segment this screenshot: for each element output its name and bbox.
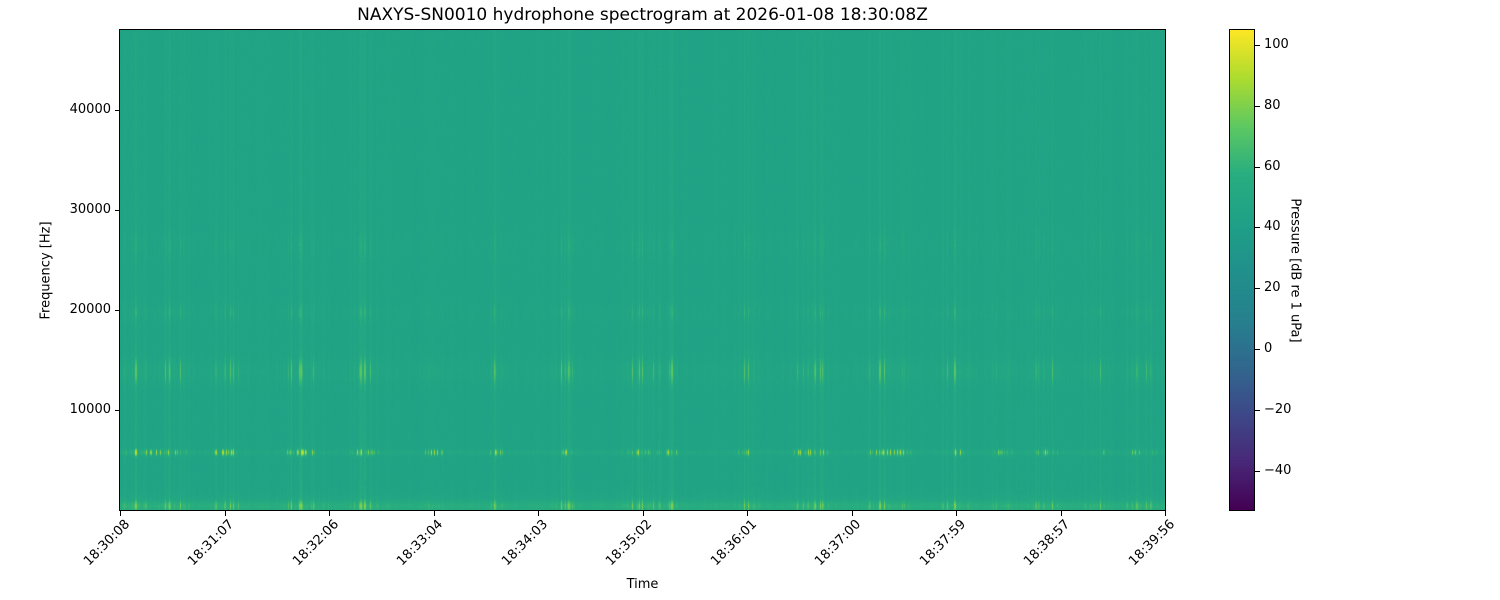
x-tick-label: 18:33:04 — [394, 517, 447, 569]
colorbar-tick-label: −40 — [1264, 462, 1292, 478]
x-tick-mark — [538, 511, 539, 516]
colorbar-tick-label: −20 — [1264, 401, 1292, 417]
x-tick-mark — [120, 511, 121, 516]
y-tick-label: 10000 — [69, 402, 111, 417]
spectrogram-plot-area — [119, 29, 1166, 511]
y-tick-label: 40000 — [69, 102, 111, 117]
x-tick-mark — [1165, 511, 1166, 516]
colorbar — [1229, 29, 1255, 511]
x-tick-label: 18:31:07 — [185, 517, 238, 569]
y-tick-mark — [115, 310, 120, 311]
x-tick-label: 18:34:03 — [498, 517, 551, 569]
colorbar-tick-label: 60 — [1264, 158, 1281, 174]
colorbar-tick-label: 100 — [1264, 37, 1289, 53]
x-tick-mark — [1060, 511, 1062, 516]
y-tick-label: 20000 — [69, 302, 111, 317]
x-tick-mark — [433, 511, 435, 516]
x-tick-label: 18:38:57 — [1021, 517, 1074, 569]
colorbar-label-wrap: Pressure [dB re 1 uPa] — [1284, 30, 1306, 510]
x-tick-label: 18:32:06 — [289, 517, 342, 569]
spectrogram-image — [120, 30, 1165, 510]
colorbar-tick-label: 20 — [1264, 280, 1281, 296]
colorbar-tick-mark — [1255, 166, 1260, 168]
x-tick-label: 18:39:56 — [1125, 517, 1178, 569]
colorbar-tick-mark — [1255, 470, 1260, 472]
x-tick-mark — [642, 511, 644, 516]
colorbar-tick-mark — [1255, 45, 1260, 47]
colorbar-tick-mark — [1255, 227, 1260, 229]
colorbar-tick-label: 40 — [1264, 219, 1281, 235]
plot-title: NAXYS-SN0010 hydrophone spectrogram at 2… — [357, 5, 928, 25]
colorbar-tick-label: 0 — [1264, 340, 1273, 356]
y-tick-mark — [115, 410, 120, 411]
x-tick-mark — [956, 511, 957, 516]
y-tick-mark — [115, 210, 120, 211]
x-tick-mark — [851, 511, 853, 516]
x-axis-label: Time — [626, 577, 659, 592]
x-tick-label: 18:36:01 — [707, 517, 760, 569]
y-tick-label: 30000 — [69, 202, 111, 217]
y-tick-mark — [115, 110, 120, 111]
x-tick-label: 18:37:59 — [916, 517, 969, 569]
colorbar-label: Pressure [dB re 1 uPa] — [1287, 197, 1303, 343]
colorbar-gradient — [1230, 30, 1254, 510]
x-tick-mark — [329, 511, 330, 516]
x-tick-label: 18:30:08 — [80, 517, 133, 569]
colorbar-tick-label: 80 — [1264, 97, 1281, 113]
x-tick-label: 18:37:00 — [812, 517, 865, 569]
colorbar-tick-mark — [1255, 348, 1260, 350]
colorbar-tick-mark — [1255, 105, 1260, 107]
colorbar-tick-mark — [1255, 288, 1260, 290]
x-tick-mark — [747, 511, 748, 516]
x-tick-mark — [224, 511, 226, 516]
x-tick-label: 18:35:02 — [603, 517, 656, 569]
colorbar-tick-mark — [1255, 409, 1260, 411]
